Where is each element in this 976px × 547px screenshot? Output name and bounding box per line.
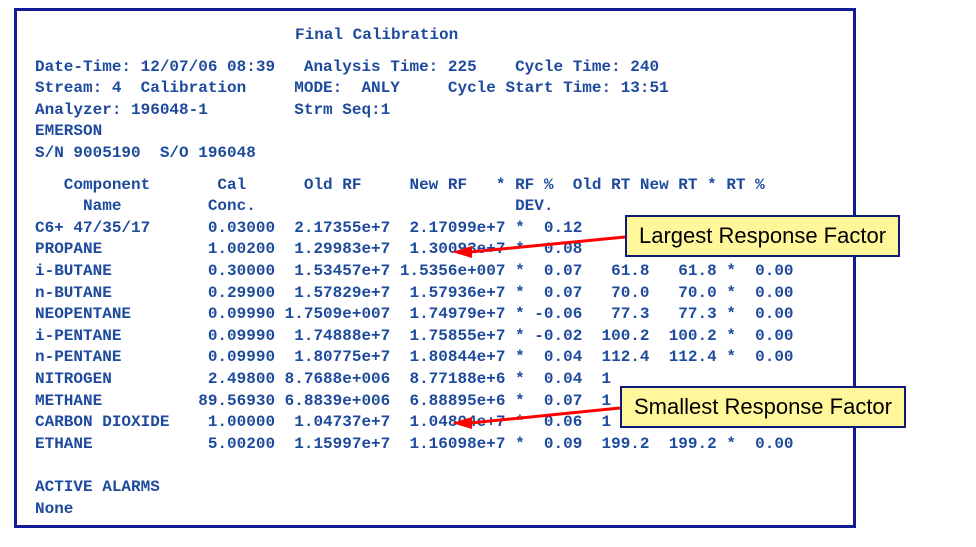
callout-largest-text: Largest Response Factor	[639, 223, 886, 248]
callout-smallest-text: Smallest Response Factor	[634, 394, 892, 419]
page-root: Final Calibration Date-Time: 12/07/06 08…	[0, 0, 976, 547]
callout-smallest: Smallest Response Factor	[620, 386, 906, 428]
callout-largest: Largest Response Factor	[625, 215, 900, 257]
arrow-smallest	[0, 0, 976, 547]
